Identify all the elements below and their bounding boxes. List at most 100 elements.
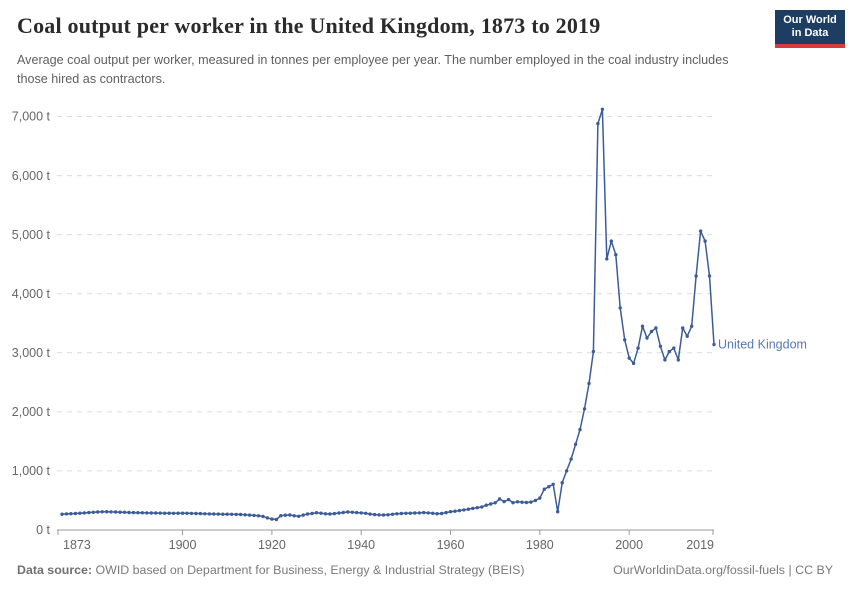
data-point (292, 514, 296, 518)
data-point (614, 253, 618, 257)
data-source-note: Data source: OWID based on Department fo… (17, 563, 525, 577)
data-point (564, 469, 569, 473)
data-point (346, 510, 350, 514)
data-point (73, 511, 78, 516)
chart-subtitle: Average coal output per worker, measured… (17, 53, 729, 86)
owid-logo-line1: Our World (783, 13, 837, 26)
data-point (596, 121, 600, 126)
x-tick-label: 1980 (526, 538, 554, 552)
data-point (471, 506, 475, 511)
x-tick-label: 1920 (258, 538, 286, 552)
data-point (243, 513, 247, 517)
data-point (163, 511, 167, 515)
data-point (274, 517, 279, 522)
data-point (176, 511, 180, 515)
owid-url-link[interactable]: OurWorldinData.org/fossil-fuels (613, 563, 786, 577)
data-point (707, 274, 712, 278)
y-gridlines (57, 116, 714, 472)
data-point (658, 344, 663, 348)
page-title: Coal output per worker in the United Kin… (17, 13, 601, 38)
uk-series-line (61, 108, 715, 521)
data-point (131, 510, 136, 515)
data-point (87, 510, 91, 515)
data-point (515, 500, 520, 504)
data-point (547, 485, 551, 489)
data-point (180, 511, 185, 515)
data-point (194, 511, 198, 516)
data-point (118, 510, 122, 514)
data-point (529, 500, 533, 504)
data-point (685, 334, 689, 338)
data-point (448, 510, 453, 514)
data-point (399, 511, 404, 516)
data-point (573, 442, 578, 446)
data-point (337, 511, 341, 515)
data-point (234, 512, 238, 517)
x-tick-label: 1873 (63, 538, 91, 552)
data-point (261, 514, 265, 519)
data-point (100, 510, 104, 514)
data-point (649, 329, 654, 334)
data-point (439, 511, 444, 516)
x-tick-label: 2000 (615, 538, 643, 552)
data-point (78, 511, 82, 515)
data-point (122, 510, 127, 514)
data-point (154, 511, 158, 515)
data-point (694, 274, 698, 278)
data-point (690, 324, 694, 328)
data-point (82, 511, 87, 515)
y-tick-label: 0 t (36, 523, 50, 537)
data-point (171, 511, 176, 515)
data-point (426, 511, 430, 515)
data-point (279, 514, 283, 518)
data-point (198, 511, 203, 516)
y-tick-label: 1,000 t (12, 464, 51, 478)
data-point (542, 487, 546, 491)
data-point (698, 229, 703, 233)
data-source-text: OWID based on Department for Business, E… (92, 563, 525, 577)
data-point (145, 511, 149, 515)
data-point (435, 512, 439, 516)
data-point (364, 511, 368, 515)
data-point (283, 513, 287, 517)
data-point (484, 503, 488, 507)
data-point (587, 381, 591, 386)
uk-series-points (60, 107, 716, 522)
data-point (319, 511, 323, 515)
data-point (654, 326, 658, 330)
license-badge: CC BY (795, 563, 833, 577)
data-point (390, 512, 395, 516)
footer-credits: OurWorldinData.org/fossil-fuels | CC BY (613, 563, 833, 577)
data-point (506, 497, 511, 502)
data-point (230, 512, 234, 516)
data-point (158, 511, 162, 515)
data-point (605, 257, 609, 261)
data-point (127, 510, 131, 515)
data-point (609, 239, 613, 243)
data-point (618, 306, 622, 310)
data-point (60, 512, 64, 516)
y-tick-label: 7,000 t (12, 110, 51, 124)
data-point (301, 513, 305, 517)
data-point (372, 512, 377, 517)
data-point (288, 513, 292, 517)
data-point (265, 516, 270, 520)
data-point (212, 512, 216, 516)
data-point (136, 511, 140, 515)
data-point (462, 508, 466, 512)
data-point (113, 510, 118, 514)
data-point (328, 512, 332, 516)
data-point (225, 512, 229, 516)
data-point (560, 481, 564, 485)
data-point (480, 505, 484, 509)
data-point (203, 512, 207, 516)
series-end-label: United Kingdom (718, 338, 807, 352)
owid-logo[interactable]: Our World in Data (775, 10, 845, 48)
data-point (91, 510, 96, 514)
y-tick-label: 4,000 t (12, 287, 51, 301)
data-point (453, 509, 457, 513)
data-point (636, 346, 640, 350)
data-point (189, 511, 194, 516)
data-point (109, 510, 113, 514)
